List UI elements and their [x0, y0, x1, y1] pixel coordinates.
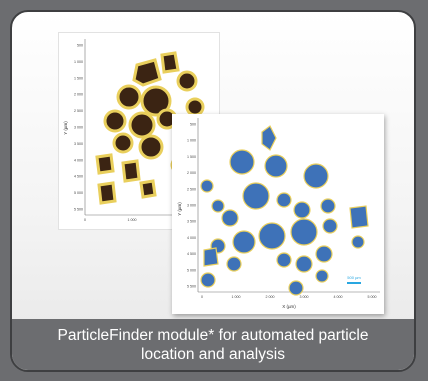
analysis-plot: 500 1 000 1 500 2 000 2 500 3 000 3 500 4 000 4 …: [177, 118, 380, 309]
caption-bar: ParticleFinder module* for automated par…: [12, 319, 414, 370]
y-tick-label: 1 000: [74, 60, 83, 64]
particle-mask: [315, 245, 333, 263]
particle-mask: [295, 255, 313, 273]
particle: [128, 111, 156, 139]
particle: [160, 51, 180, 74]
particle: [95, 153, 115, 175]
particle-mask: [349, 205, 369, 229]
x-tick-label: 5 000: [368, 295, 377, 299]
y-tick-label: 3 500: [187, 220, 196, 224]
particle-analysis-image: 500 1 000 1 500 2 000 2 500 3 000 3 500 4 000 4 …: [172, 114, 384, 314]
particle-mask: [288, 280, 304, 296]
y-tick-label: 1 500: [187, 155, 196, 159]
particle: [140, 85, 172, 117]
y-tick-label: 3 000: [74, 126, 83, 130]
y-tick-labels: 500 1 000 1 500 2 000 2 500 3 000 3 500 4 000 4 …: [187, 123, 196, 289]
x-tick-label: 1 000: [232, 295, 241, 299]
y-tick-label: 1 500: [74, 76, 83, 80]
particle-mask: [322, 218, 338, 234]
particle-mask: [290, 218, 318, 246]
y-tick-label: 1 000: [187, 139, 196, 143]
y-tick-label: 500: [190, 123, 196, 127]
caption-line-1: ParticleFinder module* for automated par…: [57, 326, 369, 344]
particle-mask: [226, 256, 242, 272]
y-tick-label: 5 500: [74, 208, 83, 212]
y-tick-label: 5 500: [187, 285, 196, 289]
particle-mask: [258, 222, 286, 250]
x-tick-labels: 0 1 000 2 000 3 000 4 000 5 000: [201, 295, 377, 299]
particle-mask: [303, 163, 329, 189]
y-tick-label: 500: [77, 44, 83, 48]
particle-mask: [261, 125, 277, 151]
y-tick-label: 4 500: [187, 252, 196, 256]
y-tick-label: 3 500: [74, 142, 83, 146]
feature-card: 500 1 000 1 500 2 000 2 500 3 000 3 500 4 000 4 …: [10, 10, 416, 372]
x-tick-label: 0: [201, 295, 203, 299]
y-axis-label: Y (µm): [63, 121, 68, 135]
particle-mask: [211, 199, 225, 213]
y-tick-label: 4 000: [74, 158, 83, 162]
particle-mask: [276, 252, 292, 268]
particle: [116, 84, 142, 110]
particle-mask: [200, 272, 216, 288]
particle: [138, 134, 164, 160]
x-tick-label: 1 000: [128, 218, 137, 222]
y-tick-label: 5 000: [74, 191, 83, 195]
particle-mask: [232, 230, 256, 254]
particle-mask: [315, 269, 329, 283]
particle: [121, 159, 141, 183]
caption-line-2: location and analysis: [141, 345, 285, 363]
particle: [112, 132, 134, 154]
y-tick-label: 3 000: [187, 204, 196, 208]
particle: [132, 58, 162, 87]
particle-mask: [200, 179, 214, 193]
y-tick-label: 2 500: [74, 109, 83, 113]
y-tick-label: 2 000: [74, 93, 83, 97]
particle-mask: [242, 182, 270, 210]
particle: [139, 179, 157, 199]
particle-mask: [276, 192, 292, 208]
particle-mask: [320, 198, 336, 214]
x-tick-label: 2 000: [266, 295, 275, 299]
optical-plot: 500 1 000 1 500 2 000 2 500 3 000 3 500 4 000 4 …: [63, 39, 215, 222]
y-tick-label: 4 000: [187, 236, 196, 240]
y-tick-label: 5 000: [187, 268, 196, 272]
particle: [97, 181, 117, 205]
particle-mask: [351, 235, 365, 249]
scale-bar: [347, 282, 361, 284]
particle-mask: [203, 247, 219, 267]
particle-mask: [264, 154, 288, 178]
particle-mask: [221, 209, 239, 227]
y-tick-labels: 500 1 000 1 500 2 000 2 500 3 000 3 500 4 000 4 …: [74, 44, 83, 212]
x-axis-label: X (µm): [282, 304, 296, 309]
particle-mask: [229, 149, 255, 175]
x-tick-label: 4 000: [334, 295, 343, 299]
particle: [185, 97, 205, 117]
particle-mask: [293, 201, 311, 219]
y-axis-label: Y (µm): [177, 202, 182, 216]
y-tick-label: 4 500: [74, 175, 83, 179]
scale-bar-label: 500 µm: [347, 275, 361, 280]
x-tick-label: 3 000: [300, 295, 309, 299]
y-tick-label: 2 000: [187, 171, 196, 175]
x-tick-label: 0: [84, 218, 86, 222]
particle: [103, 109, 127, 133]
y-tick-label: 2 500: [187, 187, 196, 191]
particle: [176, 70, 198, 92]
